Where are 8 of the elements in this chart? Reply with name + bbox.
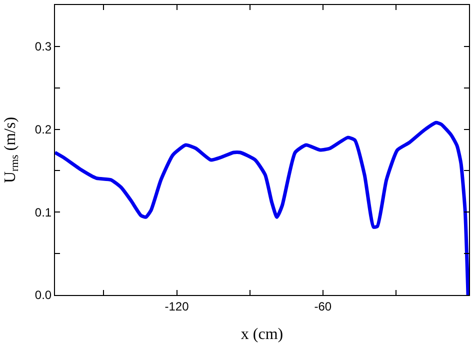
- y-tick-label: 0.2: [34, 122, 52, 136]
- x-axis-title: x (cm): [240, 326, 284, 344]
- y-tick-label: 0.3: [34, 40, 52, 54]
- x-tick-label: -120: [164, 299, 190, 314]
- text: 0.0: [34, 288, 52, 302]
- line-series: [55, 120, 469, 295]
- y-tick-label: 0.1: [34, 205, 52, 220]
- x-tick-label: -60: [314, 299, 332, 314]
